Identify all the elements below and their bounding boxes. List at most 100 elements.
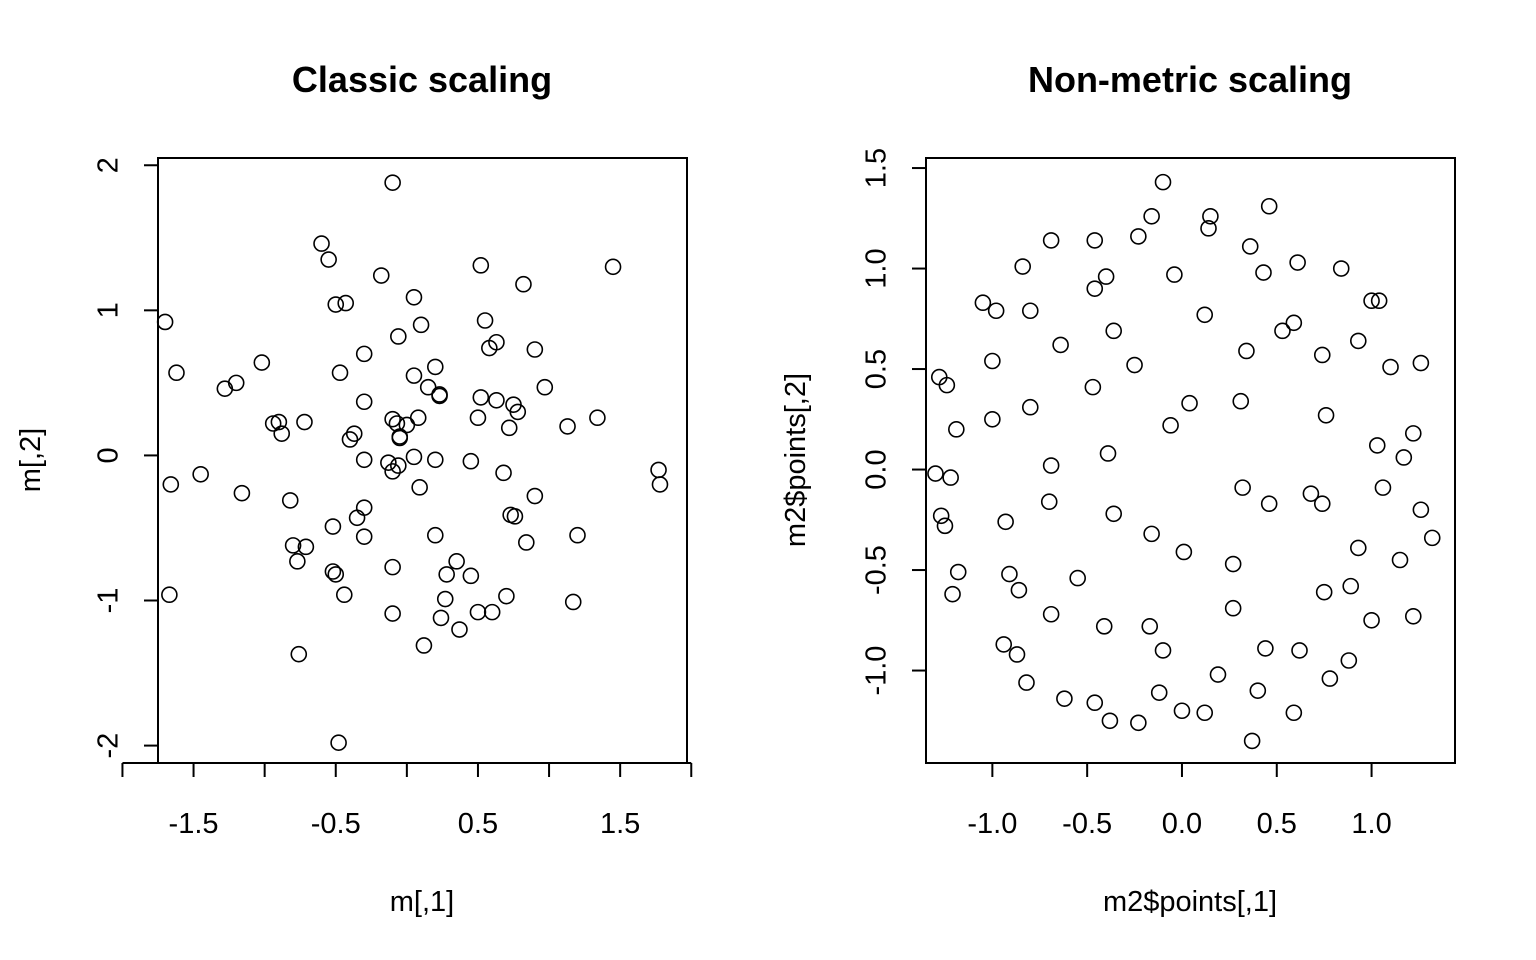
data-point <box>462 567 480 585</box>
data-point <box>1257 640 1274 657</box>
data-point <box>1086 280 1104 297</box>
data-point <box>1021 398 1039 416</box>
data-point <box>604 258 622 276</box>
data-point <box>1404 425 1422 442</box>
data-point <box>1317 406 1335 424</box>
data-point <box>384 558 401 576</box>
data-point <box>1321 670 1339 687</box>
data-point <box>518 534 535 551</box>
data-point <box>1175 543 1193 561</box>
data-point <box>1105 505 1123 523</box>
data-point <box>1412 501 1430 519</box>
data-point <box>984 352 1001 370</box>
data-point <box>1260 197 1278 215</box>
plot-frame <box>925 157 1456 764</box>
data-point <box>1368 437 1386 454</box>
data-point <box>289 553 306 570</box>
y-tick-label: 0.0 <box>861 449 893 489</box>
data-point <box>345 425 363 442</box>
data-point <box>1018 674 1035 691</box>
data-point <box>938 376 956 394</box>
data-point <box>1008 646 1026 663</box>
y-tick-label: 1.5 <box>861 148 893 188</box>
data-point <box>1291 642 1308 659</box>
data-point <box>469 603 487 621</box>
data-point <box>270 413 288 431</box>
data-point <box>264 415 282 432</box>
data-point <box>1141 618 1159 635</box>
data-point <box>355 345 373 363</box>
data-point <box>290 645 308 663</box>
data-point <box>1042 605 1060 623</box>
x-tick-label: -0.5 <box>1062 808 1112 840</box>
data-point <box>341 431 359 448</box>
data-point <box>426 451 444 469</box>
data-point <box>1209 666 1227 683</box>
data-point <box>932 507 950 525</box>
data-point <box>1099 445 1117 462</box>
data-point <box>1021 302 1039 320</box>
data-point <box>1086 694 1104 712</box>
data-point <box>1200 220 1217 237</box>
data-point <box>384 605 401 622</box>
data-point <box>324 518 342 535</box>
data-point <box>384 410 401 428</box>
data-point <box>1260 495 1278 513</box>
data-point <box>472 389 490 406</box>
data-point <box>412 316 430 334</box>
y-tick-label: -1 <box>93 588 125 614</box>
data-point <box>227 374 245 392</box>
data-point <box>1224 599 1242 617</box>
data-point <box>405 367 423 384</box>
y-tick-label: -0.5 <box>861 545 893 595</box>
data-point <box>297 538 315 556</box>
y-tick-label: 1.0 <box>861 248 893 288</box>
data-point <box>1001 565 1018 583</box>
data-point <box>162 476 180 493</box>
data-point <box>1014 258 1031 275</box>
data-point <box>409 409 427 427</box>
data-point <box>355 499 373 516</box>
data-point <box>355 528 373 545</box>
scatter-points <box>156 174 669 751</box>
data-point <box>384 463 401 480</box>
data-point <box>355 451 373 469</box>
data-point <box>498 587 515 605</box>
data-point <box>391 429 409 447</box>
data-point <box>1196 704 1214 722</box>
data-point <box>472 257 490 274</box>
data-point <box>462 452 480 470</box>
data-point <box>1084 378 1102 396</box>
data-point <box>390 328 407 345</box>
plot-frame <box>157 157 688 764</box>
data-point <box>331 364 349 382</box>
data-point <box>448 553 465 570</box>
data-point <box>1382 358 1399 376</box>
data-point <box>415 637 433 654</box>
data-point <box>495 464 512 482</box>
data-point <box>1412 354 1430 372</box>
data-point <box>589 409 606 427</box>
data-point <box>1040 493 1058 511</box>
data-point <box>281 492 299 509</box>
data-point <box>1130 228 1147 245</box>
data-point <box>984 410 1001 428</box>
data-point <box>390 457 407 474</box>
data-point <box>483 603 501 621</box>
data-point <box>515 275 532 293</box>
data-point <box>502 506 519 524</box>
data-point <box>380 454 397 471</box>
data-point <box>1126 356 1143 374</box>
data-point <box>1363 292 1380 310</box>
data-point <box>1350 332 1367 350</box>
data-point <box>253 354 271 371</box>
data-point <box>1332 260 1350 277</box>
x-tick-label: 0.0 <box>1162 808 1202 840</box>
data-point <box>411 479 428 496</box>
y-tick-label: -2 <box>93 733 125 759</box>
x-tick-label: -1.0 <box>967 808 1017 840</box>
data-point <box>526 487 544 505</box>
data-point <box>1395 449 1413 466</box>
data-point <box>327 296 345 313</box>
data-point <box>330 734 347 751</box>
